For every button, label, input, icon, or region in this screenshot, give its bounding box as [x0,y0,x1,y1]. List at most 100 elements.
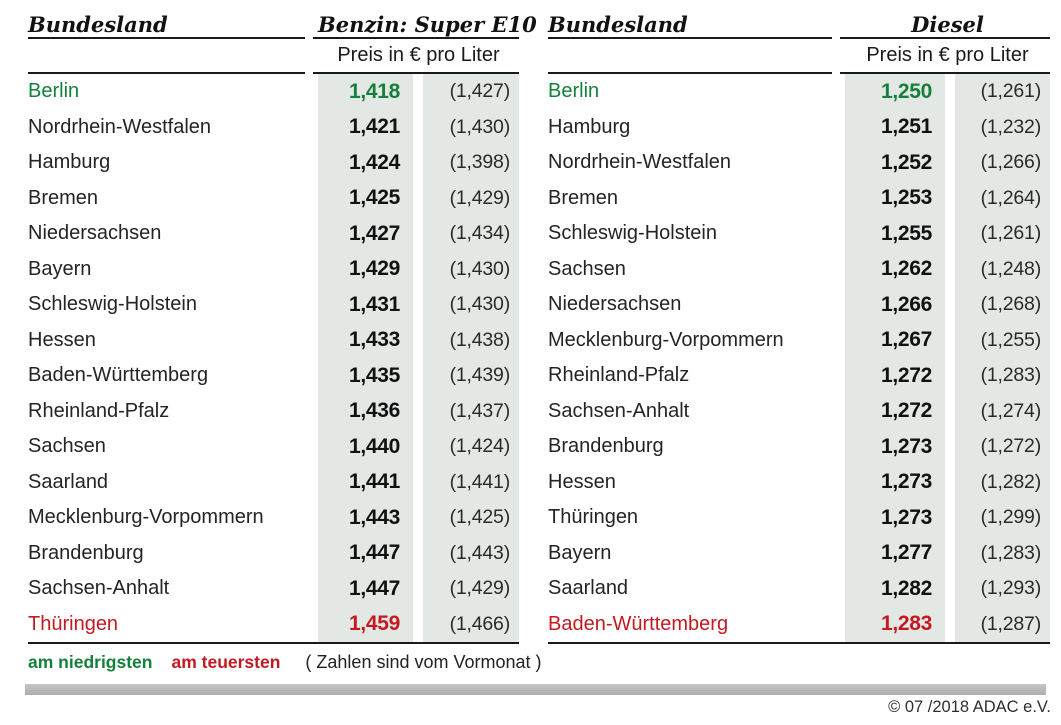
table-row: Nordrhein-Westfalen 1,421 (1,430) [28,110,519,146]
subheader-rule [548,72,1050,74]
state-name: Hessen [548,470,616,493]
table-row: Hamburg 1,424 (1,398) [28,145,519,181]
table-row: Thüringen 1,459 (1,466) [28,607,519,643]
state-name: Thüringen [28,612,119,635]
bundesland-column-header: Bundesland [28,12,168,37]
state-name: Brandenburg [28,541,144,564]
table-row: Sachsen-Anhalt 1,447 (1,429) [28,571,519,607]
table-row: Hessen 1,433 (1,438) [28,323,519,359]
table-row: Baden-Württemberg 1,283 (1,287) [548,607,1050,643]
current-price: 1,252 [880,150,932,174]
state-name: Hessen [28,328,96,351]
previous-month-price: (1,430) [449,257,511,280]
state-name: Rheinland-Pfalz [28,399,170,422]
bundesland-column-header: Bundesland [548,12,688,37]
previous-month-price: (1,248) [980,257,1042,280]
table-row: Berlin 1,418 (1,427) [28,74,519,110]
legend-highest: am teuersten [171,652,281,672]
current-price: 1,251 [880,115,932,139]
table-row: Schleswig-Holstein 1,431 (1,430) [28,287,519,323]
state-name: Nordrhein-Westfalen [28,115,212,138]
current-price: 1,433 [348,328,400,352]
previous-month-price: (1,283) [980,364,1042,387]
previous-month-price: (1,429) [449,577,511,600]
state-name: Bayern [28,257,92,280]
legend: am niedrigsten am teuersten ( Zahlen sin… [28,652,542,673]
benzin-table: Bundesland Benzin: Super E10 Preis in € … [28,8,537,644]
table-bottom-rule [548,642,1050,644]
table-row: Brandenburg 1,447 (1,443) [28,536,519,572]
legend-lowest: am niedrigsten [28,652,153,672]
previous-month-price: (1,283) [980,541,1042,564]
state-name: Niedersachsen [28,222,162,245]
previous-month-price: (1,261) [980,222,1042,245]
benzin-table-header: Bundesland Benzin: Super E10 [28,8,537,37]
current-price: 1,443 [348,505,400,529]
benzin-fuel-header: Benzin: Super E10 [318,12,537,37]
current-price: 1,459 [348,612,400,636]
previous-month-price: (1,427) [449,80,511,103]
previous-month-price: (1,439) [449,364,511,387]
legend-note: ( Zahlen sind vom Vormonat ) [305,652,542,672]
copyright-credit: © 07 /2018 ADAC e.V. [888,698,1051,716]
current-price: 1,273 [880,434,932,458]
current-price: 1,427 [348,221,400,245]
current-price: 1,421 [348,115,400,139]
state-name: Bremen [548,186,619,209]
table-row: Sachsen 1,440 (1,424) [28,429,519,465]
subheader-rule [28,72,519,74]
state-name: Saarland [28,470,109,493]
table-row: Schleswig-Holstein 1,255 (1,261) [548,216,1050,252]
table-row: Rheinland-Pfalz 1,272 (1,283) [548,358,1050,394]
table-row: Saarland 1,282 (1,293) [548,571,1050,607]
previous-month-price: (1,424) [449,435,511,458]
previous-month-price: (1,272) [980,435,1042,458]
current-price: 1,253 [880,186,932,210]
current-price: 1,272 [880,399,932,423]
previous-month-price: (1,282) [980,470,1042,493]
diesel-fuel-header: Diesel [911,12,984,37]
diesel-table-header: Bundesland Diesel [548,8,1050,37]
benzin-subheader: Preis in € pro Liter [28,39,519,72]
state-name: Sachsen [28,435,106,458]
current-price: 1,435 [348,363,400,387]
price-column-shade [845,74,945,642]
current-price: 1,440 [348,434,400,458]
state-name: Nordrhein-Westfalen [548,151,732,174]
previous-month-price: (1,441) [449,470,511,493]
state-name: Saarland [548,577,629,600]
table-row: Saarland 1,441 (1,441) [28,465,519,501]
table-row: Hessen 1,273 (1,282) [548,465,1050,501]
current-price: 1,283 [880,612,932,636]
previous-month-price: (1,264) [980,186,1042,209]
current-price: 1,425 [348,186,400,210]
current-price: 1,418 [348,79,400,103]
table-row: Niedersachsen 1,266 (1,268) [548,287,1050,323]
state-name: Sachsen-Anhalt [548,399,690,422]
previous-month-price: (1,299) [980,506,1042,529]
state-name: Bremen [28,186,99,209]
current-price: 1,273 [880,505,932,529]
previous-month-price: (1,434) [449,222,511,245]
table-row: Bayern 1,277 (1,283) [548,536,1050,572]
current-price: 1,273 [880,470,932,494]
table-row: Bremen 1,253 (1,264) [548,181,1050,217]
current-price: 1,441 [348,470,400,494]
state-name: Rheinland-Pfalz [548,364,690,387]
current-price: 1,272 [880,363,932,387]
previous-month-price: (1,232) [980,115,1042,138]
state-name: Hamburg [28,151,111,174]
previous-month-price: (1,398) [449,151,511,174]
previous-month-price: (1,255) [980,328,1042,351]
previous-month-price: (1,443) [449,541,511,564]
previous-month-price: (1,287) [980,612,1042,635]
bottom-divider-bar [25,684,1046,695]
current-price: 1,277 [880,541,932,565]
previous-month-price: (1,429) [449,186,511,209]
prev-month-column-shade [955,74,1050,642]
state-name: Bayern [548,541,612,564]
previous-month-price: (1,430) [449,293,511,316]
state-name: Berlin [28,80,80,103]
state-name: Sachsen [548,257,626,280]
